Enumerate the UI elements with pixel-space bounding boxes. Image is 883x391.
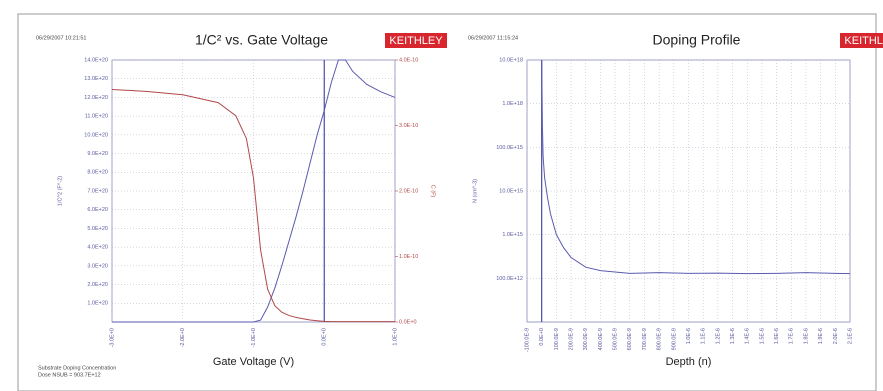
x-tick-label: 1.0E+0 — [392, 328, 398, 346]
chart-title: Doping Profile — [653, 32, 741, 48]
y-tick-label: 10.0E+15 — [499, 188, 523, 194]
y-tick-label: 5.0E+20 — [87, 226, 108, 232]
x-tick-label: 0.0E+0 — [539, 328, 545, 346]
x-tick-label: -1.0E+0 — [251, 328, 257, 347]
brand-badge — [385, 33, 447, 48]
x-tick-label: 800.0E-9 — [657, 328, 663, 350]
timestamp: 06/29/2007 11:15:24 — [468, 35, 518, 41]
y2-tick-label: 0.0E+0 — [399, 319, 417, 325]
y2-tick-label: 4.0E-10 — [399, 57, 418, 63]
x-tick-label: 2.1E-6 — [847, 328, 853, 344]
data-line — [112, 59, 396, 323]
y-tick-label: 3.0E+20 — [87, 263, 108, 269]
y-tick-label: 14.0E+20 — [84, 57, 108, 63]
x-tick-label: 1.2E-6 — [715, 328, 721, 344]
y-tick-label: 100.0E+12 — [496, 276, 523, 282]
y-tick-label: 9.0E+20 — [87, 151, 108, 157]
y-axis-label: N (cm^-3) — [472, 179, 478, 203]
y-tick-label: 7.0E+20 — [87, 188, 108, 194]
y-tick-label: 8.0E+20 — [87, 170, 108, 176]
y-tick-label: 11.0E+20 — [85, 114, 108, 120]
x-tick-label: 1.3E-6 — [730, 328, 736, 344]
x-tick-label: 100.0E-9 — [554, 328, 560, 350]
x-tick-label: 1.8E-6 — [803, 328, 809, 344]
y-tick-label: 2.0E+20 — [87, 282, 108, 288]
x-tick-label: 500.0E-9 — [613, 328, 619, 350]
brand-badge — [840, 33, 883, 48]
y2-tick-label: 2.0E-10 — [399, 188, 418, 194]
x-tick-label: 1.9E-6 — [818, 328, 824, 344]
data-line — [541, 59, 851, 275]
y-tick-label: 1.0E+15 — [502, 232, 523, 238]
x-tick-label: 600.0E-9 — [627, 328, 633, 350]
y-tick-label: 4.0E+20 — [87, 245, 108, 251]
x-tick-label: -3.0E+0 — [109, 328, 115, 347]
y2-axis-label: C (F) — [430, 185, 436, 198]
brand: KEITHLEY — [389, 35, 443, 47]
x-tick-label: 1.1E-6 — [701, 328, 707, 344]
x-tick-label: -2.0E+0 — [180, 328, 186, 347]
y-tick-label: 12.0E+20 — [84, 95, 108, 101]
y-tick-label: 10.0E+20 — [84, 132, 108, 138]
x-tick-label: 300.0E-9 — [583, 328, 589, 350]
x-tick-label: 1.4E-6 — [745, 328, 751, 344]
x-tick-label: 200.0E-9 — [568, 328, 574, 350]
x-tick-label: -100.0E-9 — [524, 328, 530, 352]
x-tick-label: 2.0E-6 — [833, 328, 839, 344]
x-tick-label: 400.0E-9 — [598, 328, 604, 350]
x-tick-label: 1.7E-6 — [789, 328, 795, 344]
x-tick-label: 1.5E-6 — [759, 328, 765, 344]
timestamp: 06/29/2007 10:21:51 — [36, 35, 86, 41]
x-tick-label: 0.0E+0 — [322, 328, 328, 346]
y-tick-label: 1.0E+20 — [87, 301, 108, 307]
annotation: Dose NSUB = 903.7E+12 — [38, 372, 101, 378]
y-tick-label: 1.0E+18 — [502, 101, 523, 107]
y2-tick-label: 1.0E-10 — [399, 254, 418, 260]
y-axis-label: 1/C^2 (F^-2) — [57, 176, 63, 206]
y-tick-label: 13.0E+20 — [84, 76, 108, 82]
x-tick-label: 1.6E-6 — [774, 328, 780, 344]
x-axis-label: Gate Voltage (V) — [213, 356, 294, 368]
data-line — [111, 88, 395, 323]
y-tick-label: 100.0E+15 — [496, 145, 523, 151]
x-tick-label: 1.0E-6 — [686, 328, 692, 344]
y-tick-label: 6.0E+20 — [87, 207, 108, 213]
frame — [17, 13, 877, 391]
x-axis-label: Depth (n) — [666, 356, 712, 368]
y2-tick-label: 3.0E-10 — [399, 123, 418, 129]
brand: KEITHLEY — [844, 35, 883, 47]
annotation: Substrate Doping Concentration — [38, 365, 116, 371]
x-tick-label: 900.0E-9 — [671, 328, 677, 350]
x-tick-label: 700.0E-9 — [642, 328, 648, 350]
y-tick-label: 10.0E+18 — [499, 57, 523, 63]
chart-title: 1/C² vs. Gate Voltage — [195, 32, 328, 48]
